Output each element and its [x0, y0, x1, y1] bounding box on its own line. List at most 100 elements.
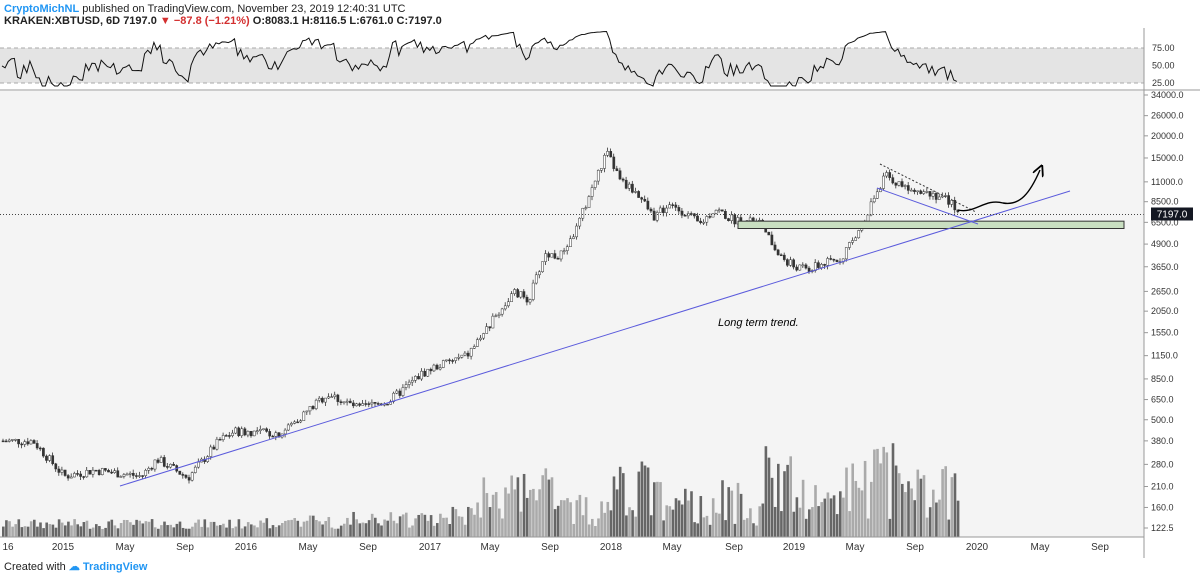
volume-bar — [835, 514, 839, 537]
last-price: 7197.0 — [123, 15, 157, 27]
volume-bar — [845, 467, 848, 537]
volume-bar — [274, 527, 278, 537]
volume-bar — [907, 481, 910, 537]
candle-body — [665, 207, 668, 213]
candle-body — [441, 360, 445, 368]
volume-bar — [572, 523, 575, 537]
volume-bar — [935, 502, 938, 537]
volume-bar — [507, 493, 510, 537]
volume-bar — [206, 527, 210, 537]
candle-body — [711, 213, 715, 218]
candle-body — [910, 189, 913, 192]
volume-bar — [885, 452, 889, 537]
volume-bar — [370, 513, 374, 537]
candle-body — [305, 410, 309, 413]
volume-bar — [814, 485, 817, 537]
candle-body — [603, 155, 606, 169]
volume-bar — [696, 523, 699, 537]
candle-body — [680, 210, 684, 216]
candle-body — [398, 390, 402, 396]
volume-bar — [265, 518, 269, 537]
candle-body — [581, 207, 585, 219]
volume-bar — [615, 489, 619, 537]
tradingview-logo-icon: ☁ — [68, 561, 80, 573]
volume-bar — [653, 482, 656, 537]
volume-bar — [516, 477, 520, 537]
volume-bar — [79, 526, 83, 537]
volume-bar — [411, 525, 414, 537]
volume-bar — [463, 524, 467, 537]
candles — [1, 147, 960, 484]
volume-bar — [457, 516, 461, 537]
candle-body — [879, 188, 882, 193]
volume-bar — [420, 513, 424, 537]
volume-bar — [29, 521, 33, 537]
price-tick-label: 26000.0 — [1151, 111, 1184, 121]
volume-bar — [863, 460, 867, 537]
volume-bar — [225, 527, 228, 537]
main-pane — [0, 91, 1144, 537]
candle-body — [311, 406, 315, 409]
tradingview-brand[interactable]: TradingView — [82, 561, 148, 573]
volume-bar — [138, 520, 141, 537]
volume-bar — [780, 511, 783, 537]
candle-body — [370, 401, 374, 405]
candle-body — [26, 441, 30, 445]
volume-bar — [442, 517, 445, 537]
volume-bar — [104, 527, 107, 537]
candle-body — [919, 190, 923, 194]
candle-body — [215, 438, 219, 450]
candle-body — [869, 201, 873, 216]
volume-bar — [271, 525, 275, 537]
candle-body — [221, 435, 225, 440]
price-chart[interactable]: 75.00 50.00 25.00 Long term trend. 34000.0… — [0, 28, 1200, 558]
wedge-lower-line — [876, 187, 979, 225]
volume-bar — [625, 515, 628, 537]
candle-body — [178, 470, 182, 475]
wedge-upper-line — [879, 163, 977, 213]
volume-bar — [876, 448, 879, 537]
volume-bar — [33, 519, 36, 537]
volume-bar — [556, 505, 560, 537]
price-tick-label: 2650.0 — [1151, 286, 1179, 296]
volume-bar — [708, 524, 712, 537]
volume-bar — [860, 490, 864, 537]
candle-body — [141, 475, 144, 477]
candle-body — [696, 215, 699, 222]
candle-body — [488, 326, 492, 329]
time-tick-label: 2018 — [600, 542, 623, 553]
candle-body — [748, 217, 752, 221]
volume-bar — [349, 524, 352, 537]
candle-body — [627, 183, 631, 189]
candle-body — [702, 221, 706, 224]
volume-bar — [839, 491, 842, 537]
candle-body — [228, 435, 231, 437]
price-tick-label: 500.0 — [1151, 415, 1174, 425]
volume-bar — [854, 480, 858, 537]
candle-body — [646, 200, 650, 210]
candle-body — [476, 339, 479, 347]
volume-bar — [532, 488, 535, 537]
volume-bar — [494, 492, 498, 537]
volume-bar — [110, 519, 114, 537]
volume-bar — [160, 525, 163, 537]
price-tick-label: 210.0 — [1151, 482, 1174, 492]
candle-body — [88, 470, 92, 475]
volume-bar — [45, 522, 48, 537]
candle-body — [110, 471, 113, 474]
volume-bar — [178, 521, 182, 537]
candle-body — [565, 246, 569, 251]
support-zone — [737, 220, 1125, 230]
candle-body — [79, 473, 82, 477]
candle-body — [875, 191, 879, 199]
author-link[interactable]: CryptoMichNL — [4, 3, 80, 15]
volume-bar — [343, 523, 346, 537]
volume-bar — [116, 528, 120, 537]
volume-bar — [773, 506, 777, 537]
volume-bar — [925, 517, 929, 537]
low-value: L:6761.0 — [349, 15, 394, 27]
candle-body — [91, 469, 95, 475]
volume-bar — [26, 526, 30, 537]
candle-body — [438, 367, 442, 370]
volume-bar — [70, 525, 73, 537]
